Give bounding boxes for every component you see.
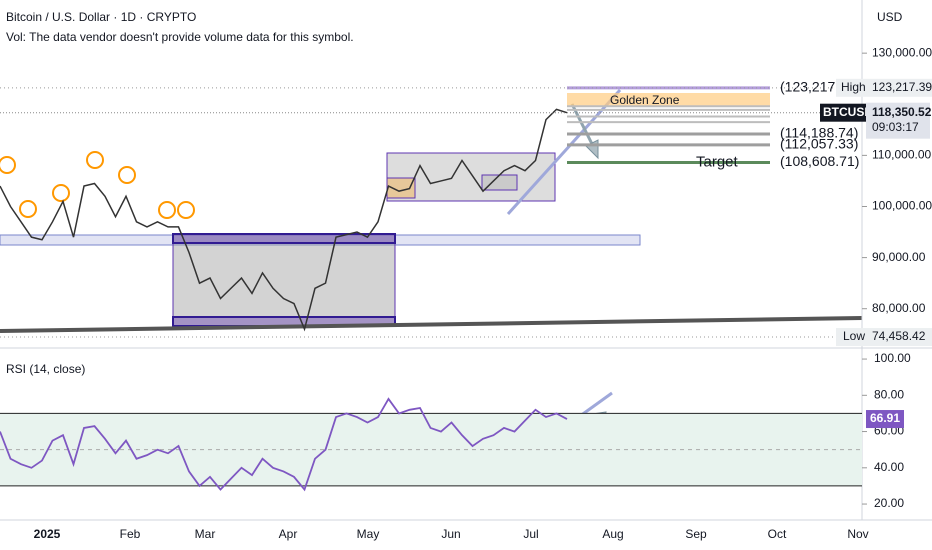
price-line <box>0 108 568 332</box>
y-tick-label: 130,000.00 <box>872 45 932 59</box>
golden-zone-label: Golden Zone <box>610 93 680 107</box>
range-box <box>172 233 396 327</box>
small-box <box>386 177 416 199</box>
high-label-bg <box>836 78 932 97</box>
rsi-tick-label: 100.00 <box>874 351 911 365</box>
fib-label: (123,217 <box>780 79 835 95</box>
x-tick-label: Mar <box>195 527 216 541</box>
trend-line <box>0 316 863 333</box>
rsi-tick-label: 40.00 <box>874 460 904 474</box>
rsi-last-label: 66.91 <box>870 411 900 425</box>
x-tick-label: May <box>357 527 380 541</box>
y-tick-label: 90,000.00 <box>872 250 926 264</box>
fib-label: (112,057.33) <box>780 136 858 152</box>
swing-markers <box>0 151 195 219</box>
x-tick-label: Oct <box>768 527 787 541</box>
arrow <box>570 103 596 149</box>
rsi-tick-label: 80.00 <box>874 387 904 401</box>
high-name: High <box>841 80 866 94</box>
rsi-tick-label: 20.00 <box>874 496 904 510</box>
fib-label: (114,188.74) <box>780 125 858 141</box>
chart-subtitle: Vol: The data vendor doesn't provide vol… <box>6 30 354 44</box>
x-tick-label: 2025 <box>34 527 61 541</box>
x-tick-label: Sep <box>685 527 707 541</box>
x-tick-label: Jul <box>523 527 538 541</box>
y-tick-label: 110,000.00 <box>872 148 931 162</box>
symbol-tag <box>820 103 866 122</box>
rsi-band <box>0 413 862 486</box>
last-price-label: 118,350.52 <box>872 105 932 119</box>
rsi-line <box>0 397 568 492</box>
target-label: Target <box>696 153 739 170</box>
x-tick-label: Feb <box>120 527 141 541</box>
y-tick-label: 100,000.00 <box>872 199 932 213</box>
x-tick-label: Jun <box>441 527 460 541</box>
range-top <box>172 233 396 244</box>
x-tick-label: Apr <box>279 527 298 541</box>
rsi-title: RSI (14, close) <box>6 362 85 376</box>
high-value: 123,217.39 <box>872 80 932 94</box>
fib-label: (108,608.71) <box>780 153 859 169</box>
x-tick-label: Nov <box>847 527 868 541</box>
last-price-bg <box>866 102 930 139</box>
rsi-last-bg <box>866 410 904 429</box>
x-tick-label: Aug <box>602 527 623 541</box>
countdown: 09:03:17 <box>872 120 919 134</box>
low-label-bg <box>836 328 932 347</box>
low-value: 74,458.42 <box>872 329 926 343</box>
golden-zone <box>567 93 770 106</box>
low-name: Low <box>843 329 865 343</box>
symbol-label: BTCUSD <box>823 105 873 119</box>
chart-title: Bitcoin / U.S. Dollar · 1D · CRYPTO <box>6 10 196 24</box>
currency: USD <box>877 10 903 24</box>
y-tick-label: 80,000.00 <box>872 301 926 315</box>
